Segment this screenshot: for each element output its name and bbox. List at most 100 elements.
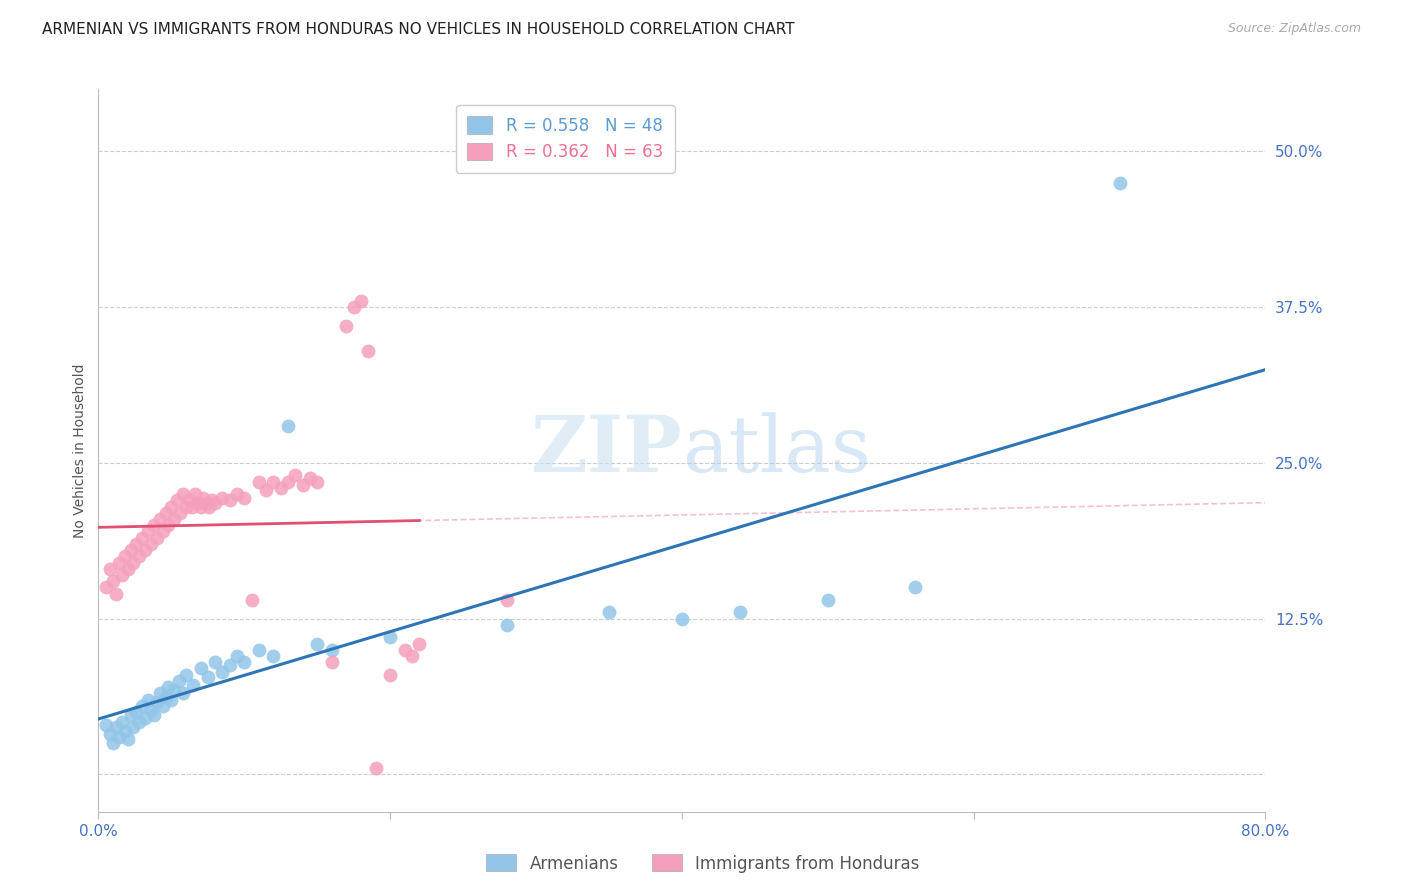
Text: atlas: atlas — [682, 413, 870, 488]
Point — [180, 500, 202, 514]
Point — [364, 761, 387, 775]
Point — [160, 500, 183, 514]
Point — [335, 318, 357, 333]
Point — [146, 531, 169, 545]
Point — [146, 695, 169, 709]
Point — [262, 475, 284, 489]
Point — [401, 648, 423, 663]
Point — [125, 537, 148, 551]
Point — [262, 648, 284, 663]
Point — [172, 686, 194, 700]
Point — [277, 475, 299, 489]
Point — [240, 593, 263, 607]
Point — [111, 568, 134, 582]
Point — [125, 705, 148, 719]
Point — [730, 606, 752, 620]
Point — [136, 524, 159, 539]
Point — [177, 493, 200, 508]
Point — [152, 698, 174, 713]
Point — [117, 562, 139, 576]
Point — [211, 491, 233, 505]
Point — [198, 500, 221, 514]
Point — [496, 618, 519, 632]
Point — [128, 549, 150, 564]
Point — [149, 686, 172, 700]
Point — [190, 661, 212, 675]
Point — [128, 714, 150, 729]
Point — [117, 732, 139, 747]
Point — [291, 478, 314, 492]
Point — [155, 506, 177, 520]
Point — [139, 537, 162, 551]
Legend: Armenians, Immigrants from Honduras: Armenians, Immigrants from Honduras — [479, 847, 927, 880]
Point — [190, 500, 212, 514]
Point — [218, 657, 240, 672]
Point — [142, 518, 165, 533]
Point — [183, 487, 205, 501]
Point — [131, 698, 153, 713]
Point — [277, 418, 299, 433]
Point — [181, 678, 204, 692]
Point — [193, 491, 215, 505]
Point — [120, 543, 142, 558]
Y-axis label: No Vehicles in Household: No Vehicles in Household — [73, 363, 87, 538]
Point — [114, 723, 136, 738]
Point — [598, 606, 620, 620]
Point — [149, 512, 172, 526]
Point — [108, 556, 131, 570]
Point — [155, 690, 177, 705]
Point — [298, 471, 321, 485]
Point — [169, 506, 191, 520]
Point — [157, 518, 180, 533]
Point — [167, 673, 190, 688]
Point — [195, 496, 218, 510]
Point — [163, 512, 186, 526]
Legend: R = 0.558   N = 48, R = 0.362   N = 63: R = 0.558 N = 48, R = 0.362 N = 63 — [456, 104, 675, 173]
Point — [98, 562, 121, 576]
Point — [247, 642, 270, 657]
Point — [104, 720, 127, 734]
Point — [108, 730, 131, 744]
Point — [197, 670, 219, 684]
Point — [98, 727, 121, 741]
Point — [496, 593, 519, 607]
Point — [270, 481, 292, 495]
Point — [120, 707, 142, 722]
Point — [394, 642, 416, 657]
Point — [187, 496, 209, 510]
Text: ZIP: ZIP — [530, 412, 682, 489]
Point — [94, 581, 117, 595]
Point — [172, 487, 194, 501]
Point — [233, 655, 256, 669]
Point — [134, 711, 156, 725]
Point — [247, 475, 270, 489]
Point — [174, 667, 197, 681]
Point — [163, 682, 186, 697]
Point — [284, 468, 307, 483]
Text: Source: ZipAtlas.com: Source: ZipAtlas.com — [1227, 22, 1361, 36]
Point — [201, 493, 224, 508]
Point — [104, 587, 127, 601]
Point — [142, 707, 165, 722]
Point — [321, 642, 343, 657]
Point — [904, 581, 927, 595]
Point — [817, 593, 839, 607]
Point — [380, 630, 402, 644]
Point — [408, 636, 430, 650]
Point — [134, 543, 156, 558]
Point — [152, 524, 174, 539]
Point — [211, 665, 233, 680]
Point — [226, 487, 249, 501]
Point — [218, 493, 240, 508]
Point — [136, 692, 159, 706]
Point — [114, 549, 136, 564]
Point — [174, 500, 197, 514]
Point — [380, 667, 402, 681]
Point — [204, 496, 226, 510]
Point — [1108, 176, 1130, 190]
Point — [94, 717, 117, 731]
Point — [131, 531, 153, 545]
Point — [357, 343, 380, 358]
Point — [226, 648, 249, 663]
Point — [254, 483, 277, 498]
